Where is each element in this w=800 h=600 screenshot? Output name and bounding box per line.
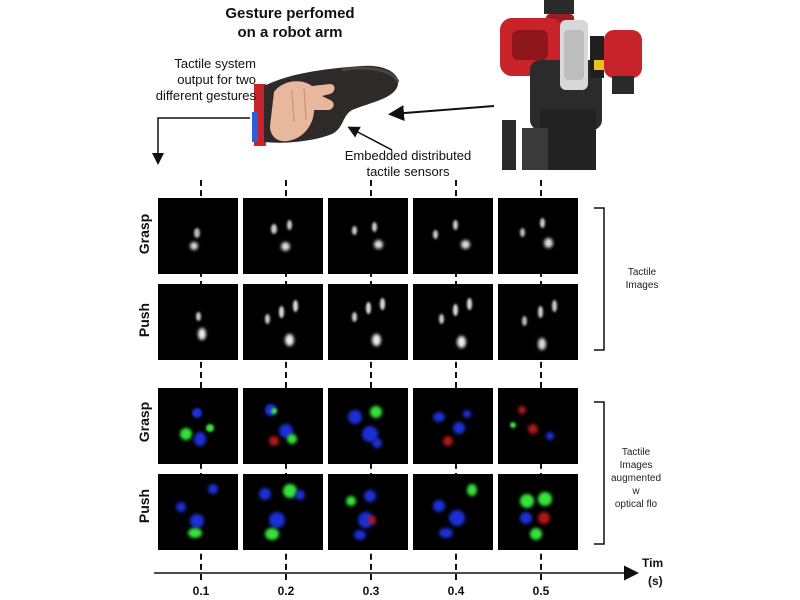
grasp-tactile-image-5	[498, 198, 578, 274]
figure-title: Gesture perfomed on a robot arm	[225, 5, 355, 41]
time-guide-3	[370, 180, 372, 580]
time-tick-4: 0.4	[447, 584, 465, 598]
push-tactile-image-2	[243, 284, 323, 360]
grasp-tactile-image-2	[243, 198, 323, 274]
time-tick-5: 0.5	[532, 584, 550, 598]
time-tick-1: 0.1	[192, 584, 210, 598]
tactile-images-bracket	[594, 207, 605, 351]
time-guide-2	[285, 180, 287, 580]
time-axis	[154, 565, 639, 581]
grasp-tactile-image-4	[413, 198, 493, 274]
annotation-arrows	[152, 105, 495, 165]
grasp-tactile-image-1	[158, 198, 238, 274]
push-tactile-image-4	[413, 284, 493, 360]
embedded-sensors-caption: Embedded distributed tactile sensors	[344, 148, 472, 179]
time-guide-1	[200, 180, 202, 580]
row-label-push-tactile: Push	[136, 302, 152, 338]
augmented-images-label: Tactile Images augmented w optical flo	[610, 447, 662, 510]
row-label-grasp-flow: Grasp	[136, 401, 152, 443]
robot-arm-image	[482, 0, 642, 170]
time-tick-3: 0.3	[362, 584, 380, 598]
grasp-flow-image-1	[158, 388, 238, 464]
push-flow-image-4	[413, 474, 493, 550]
push-tactile-image-3	[328, 284, 408, 360]
row-label-push-flow: Push	[136, 488, 152, 524]
grasp-tactile-image-3	[328, 198, 408, 274]
tactile-images-label: Tactile Images	[625, 267, 659, 291]
grasp-flow-image-5	[498, 388, 578, 464]
grasp-flow-image-3	[328, 388, 408, 464]
time-tick-2: 0.2	[277, 584, 295, 598]
push-flow-image-3	[328, 474, 408, 550]
time-guide-5	[540, 180, 542, 580]
push-flow-image-5	[498, 474, 578, 550]
time-axis-label-top: Tim	[642, 556, 664, 570]
push-tactile-image-1	[158, 284, 238, 360]
time-axis-label-bottom: (s)	[648, 574, 663, 588]
push-tactile-image-5	[498, 284, 578, 360]
time-guide-4	[455, 180, 457, 580]
grasp-flow-image-4	[413, 388, 493, 464]
push-flow-image-1	[158, 474, 238, 550]
gripper-hand-image	[252, 62, 402, 152]
push-flow-image-2	[243, 474, 323, 550]
grasp-flow-image-2	[243, 388, 323, 464]
augmented-images-bracket	[594, 401, 605, 545]
tactile-output-caption: Tactile system output for two different …	[155, 56, 256, 103]
row-label-grasp-tactile: Grasp	[136, 213, 152, 255]
